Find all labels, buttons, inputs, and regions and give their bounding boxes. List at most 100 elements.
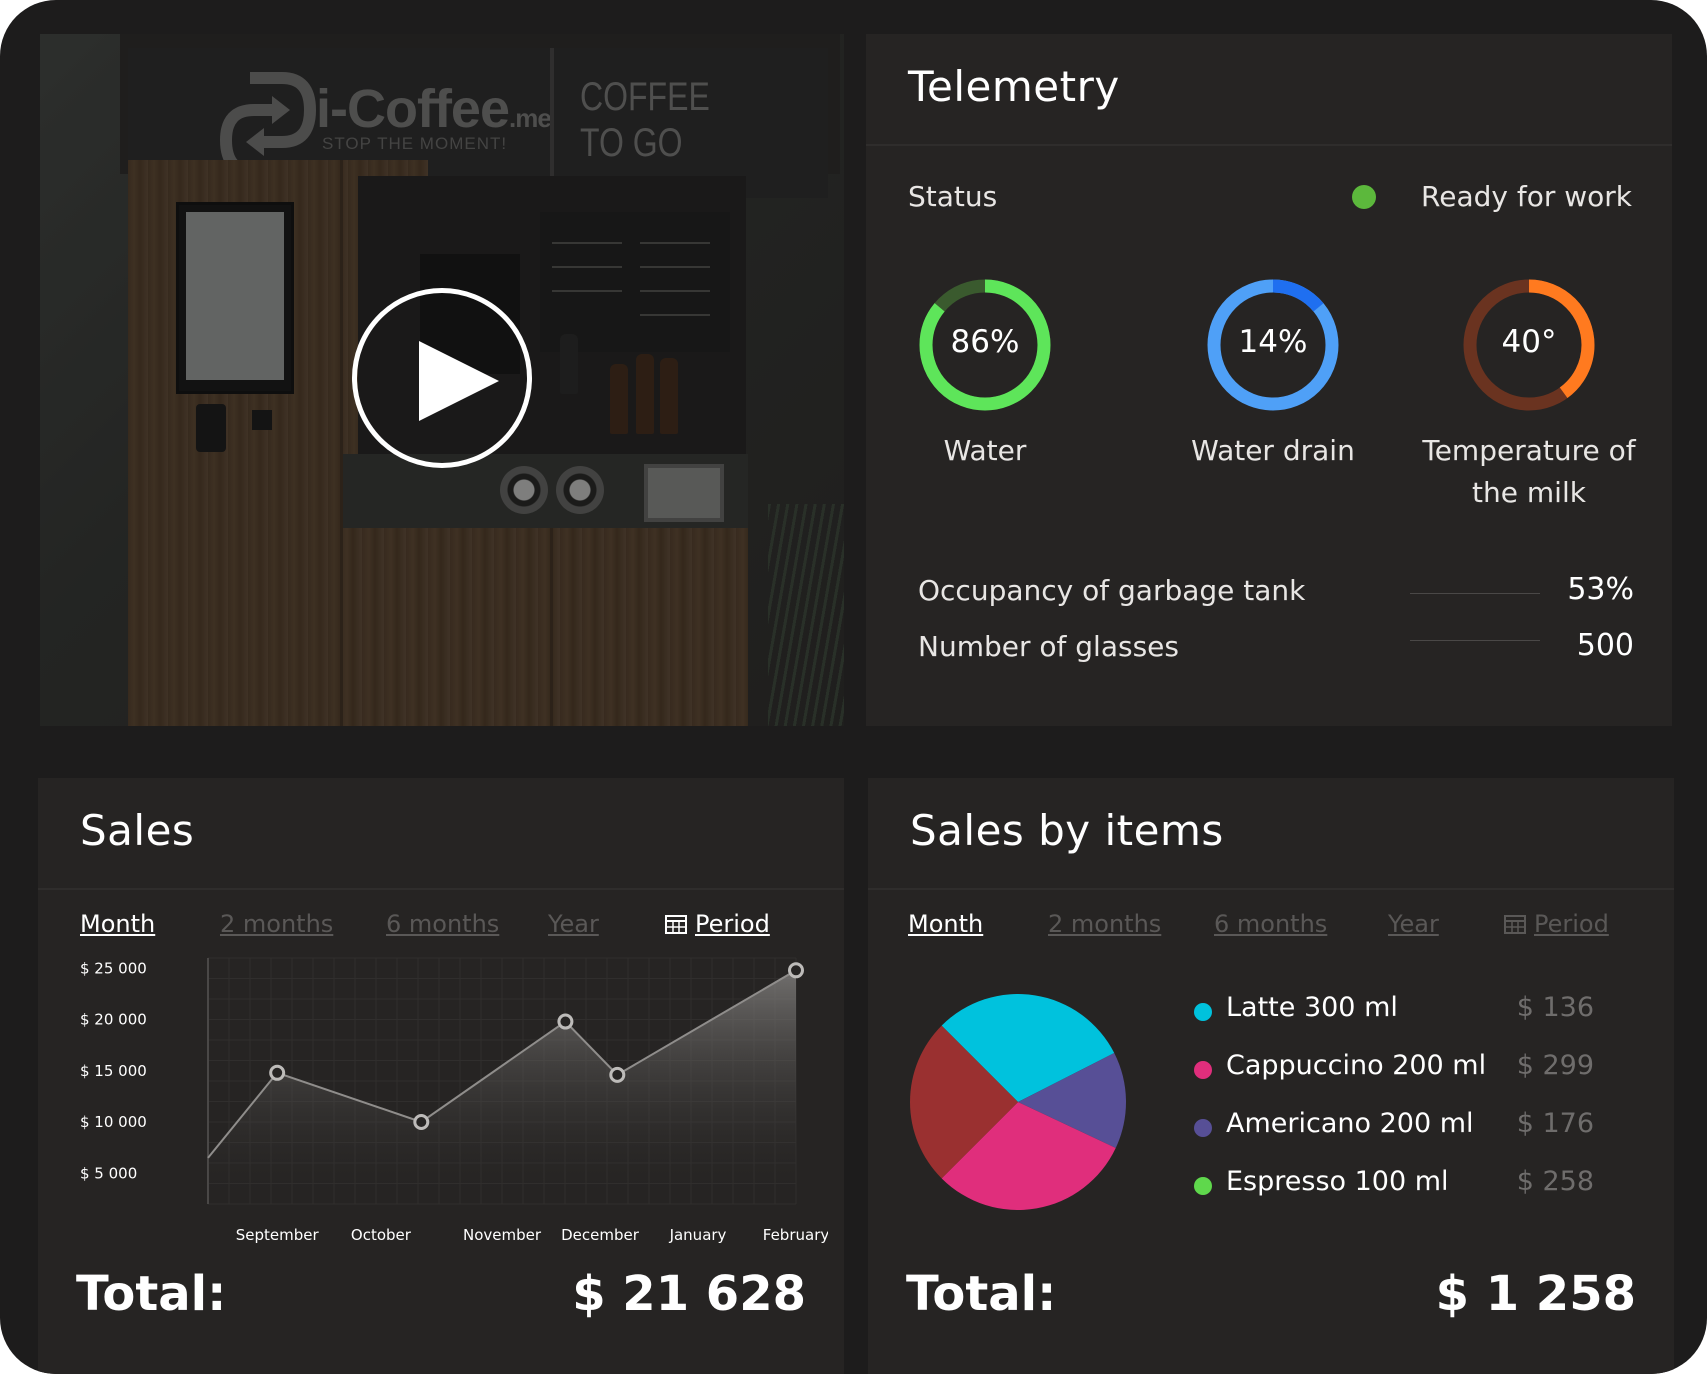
- trash-bin-icon: [644, 464, 724, 522]
- legend-dot: [1194, 1177, 1212, 1195]
- menu-line: [640, 242, 710, 244]
- sales-tab-period[interactable]: Period: [665, 910, 770, 938]
- sign-divider: [550, 48, 554, 188]
- syrup-bottle: [636, 354, 654, 434]
- wood-seam: [340, 160, 343, 726]
- sales-tab-2-months[interactable]: 2 months: [220, 910, 334, 938]
- garbage-tank-value: 53%: [1567, 572, 1634, 607]
- cup-holder: [500, 466, 548, 514]
- items-tab-6-months[interactable]: 6 months: [1214, 910, 1328, 938]
- kiosk-screen-display: [186, 212, 284, 380]
- sales-by-items-panel: Sales by items Month 2 months 6 months Y…: [868, 778, 1674, 1374]
- items-tab-month[interactable]: Month: [908, 910, 984, 938]
- legend-label: Latte 300 ml: [1226, 992, 1398, 1023]
- y-tick-label: $ 10 000: [80, 1113, 147, 1131]
- water-gauge-value: 86%: [950, 324, 1020, 360]
- telemetry-title: Telemetry: [908, 62, 1120, 111]
- play-icon: [419, 341, 499, 421]
- legend-value: $ 176: [1516, 1108, 1594, 1139]
- play-button[interactable]: [352, 288, 532, 468]
- data-point: [269, 1064, 286, 1081]
- milk-temperature-gauge-label: Temperature of the milk: [1422, 434, 1636, 509]
- sales-total-label: Total:: [76, 1266, 227, 1322]
- legend-item-espresso: Espresso 100 ml $ 258: [1194, 1164, 1614, 1204]
- pie-slice: [941, 1102, 1116, 1210]
- menu-line: [640, 266, 710, 268]
- status-value: Ready for work: [1421, 180, 1632, 213]
- garbage-tank-label: Occupancy of garbage tank: [918, 574, 1306, 607]
- syrup-bottle: [560, 334, 578, 394]
- x-tick-label: October: [351, 1226, 412, 1244]
- calendar-icon: [665, 915, 687, 934]
- water-drain-gauge: [1207, 279, 1339, 411]
- menu-line: [640, 290, 710, 292]
- gauge-fill: [1207, 279, 1339, 411]
- sales-tab-year[interactable]: Year: [548, 910, 599, 938]
- glasses-count-label: Number of glasses: [918, 630, 1179, 663]
- y-tick-label: $ 25 000: [80, 959, 147, 977]
- legend-value: $ 258: [1516, 1166, 1594, 1197]
- data-point: [413, 1114, 430, 1130]
- gauge-fill: [919, 279, 1051, 411]
- plant: [768, 504, 844, 726]
- wood-seam: [550, 528, 553, 726]
- data-point: [788, 962, 804, 979]
- items-total-label: Total:: [906, 1266, 1057, 1322]
- pie-slice: [941, 994, 1115, 1102]
- menu-board: [540, 212, 730, 352]
- y-tick-label: $ 15 000: [80, 1062, 147, 1080]
- menu-line: [552, 242, 622, 244]
- video-panel[interactable]: i-Coffee.me STOP THE MOMENT! COFFEE TO G…: [40, 34, 844, 726]
- legend-value: $ 299: [1516, 1050, 1594, 1081]
- water-drain-gauge-value: 14%: [1238, 324, 1308, 360]
- sign-line-1: COFFEE: [580, 75, 710, 119]
- sales-line: [207, 969, 797, 1159]
- card-terminal: [196, 404, 226, 452]
- legend-label: Cappuccino 200 ml: [1226, 1050, 1487, 1081]
- sales-tab-month[interactable]: Month: [80, 910, 156, 938]
- calendar-icon: [1504, 915, 1526, 934]
- kiosk-sign-text: COFFEE TO GO: [580, 74, 710, 166]
- metric-divider: [1410, 593, 1540, 594]
- x-tick-label: September: [236, 1226, 320, 1244]
- water-gauge: [919, 279, 1051, 411]
- x-tick-label: November: [463, 1226, 542, 1244]
- cup-holder: [556, 466, 604, 514]
- legend-item-americano: Americano 200 ml $ 176: [1194, 1106, 1614, 1146]
- y-tick-label: $ 5 000: [80, 1164, 137, 1182]
- items-tab-period[interactable]: Period: [1504, 910, 1609, 938]
- sales-by-items-pie-chart: [910, 994, 1126, 1210]
- legend-label: Espresso 100 ml: [1226, 1166, 1449, 1197]
- sales-by-items-header: Sales by items: [868, 778, 1674, 890]
- telemetry-header: Telemetry: [866, 34, 1672, 146]
- water-drain-gauge-label: Water drain: [1191, 434, 1355, 467]
- pie-slice: [1018, 1052, 1126, 1148]
- legend-dot: [1194, 1003, 1212, 1021]
- syrup-bottle: [610, 364, 628, 434]
- items-tab-year[interactable]: Year: [1388, 910, 1439, 938]
- kiosk-brand: i-Coffee.me: [316, 79, 552, 139]
- items-tab-2-months[interactable]: 2 months: [1048, 910, 1162, 938]
- sales-tab-period-label: Period: [695, 910, 770, 938]
- metric-divider: [1410, 640, 1540, 641]
- syrup-bottle: [660, 358, 678, 434]
- data-point: [557, 1013, 574, 1030]
- items-tab-period-label: Period: [1534, 910, 1609, 938]
- status-label: Status: [908, 180, 998, 213]
- sales-panel: Sales Month 2 months 6 months Year Perio…: [38, 778, 844, 1374]
- sales-by-items-title: Sales by items: [910, 806, 1224, 855]
- sales-line-chart: $ 25 000$ 20 000$ 15 000$ 10 000$ 5 000 …: [80, 957, 828, 1244]
- wood-panel-bottom: [340, 528, 748, 726]
- water-gauge-label: Water: [943, 434, 1027, 467]
- milk-temperature-gauge-value: 40°: [1501, 324, 1557, 360]
- legend-item-cappuccino: Cappuccino 200 ml $ 299: [1194, 1048, 1614, 1088]
- sales-area: [208, 970, 796, 1204]
- gauge-fill: [1463, 279, 1595, 411]
- legend-dot: [1194, 1061, 1212, 1079]
- glasses-count-value: 500: [1576, 628, 1634, 663]
- sales-tab-6-months[interactable]: 6 months: [386, 910, 500, 938]
- data-point: [609, 1066, 626, 1083]
- pie-slice: [910, 1025, 1018, 1179]
- status-indicator-icon: [1352, 185, 1376, 209]
